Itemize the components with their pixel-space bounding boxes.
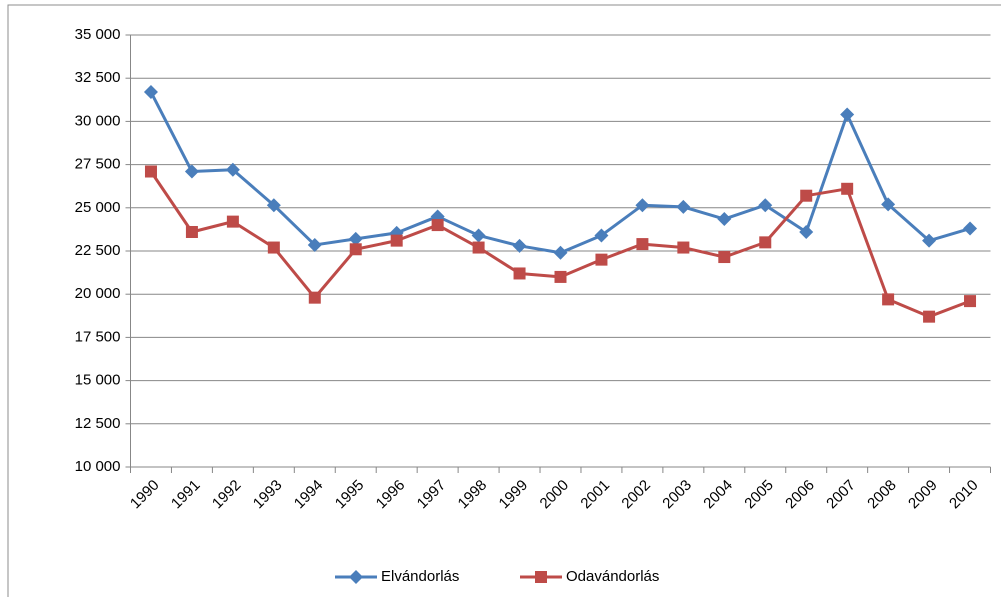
data-point xyxy=(267,241,280,254)
data-point xyxy=(594,228,609,243)
data-point xyxy=(881,197,896,212)
data-point xyxy=(758,198,773,213)
y-tick-label: 20 000 xyxy=(75,285,121,302)
legend-label: Elvándorlás xyxy=(381,568,459,585)
data-point xyxy=(882,293,895,306)
data-point xyxy=(266,198,281,213)
y-tick-label: 15 000 xyxy=(75,372,121,389)
data-point xyxy=(841,182,854,195)
data-point xyxy=(676,199,691,214)
data-point xyxy=(431,219,444,232)
data-point xyxy=(512,238,527,253)
data-point xyxy=(554,270,567,283)
y-tick-label: 10 000 xyxy=(75,458,121,475)
data-point xyxy=(553,245,568,260)
data-point xyxy=(964,295,977,308)
data-point xyxy=(677,241,690,254)
data-point xyxy=(144,165,157,178)
data-point xyxy=(759,236,772,249)
data-point xyxy=(799,224,814,239)
y-tick-label: 27 500 xyxy=(75,156,121,173)
data-point xyxy=(307,237,322,252)
data-point xyxy=(226,215,239,228)
data-point xyxy=(471,228,486,243)
data-point xyxy=(390,234,403,247)
data-point xyxy=(185,225,198,238)
data-point xyxy=(472,241,485,254)
y-tick-label: 32 500 xyxy=(75,69,121,86)
chart-frame xyxy=(7,4,1001,597)
data-point xyxy=(635,198,650,213)
data-point xyxy=(348,231,363,246)
data-point xyxy=(923,310,936,323)
data-point xyxy=(595,253,608,266)
legend-label: Odavándorlás xyxy=(566,568,659,585)
data-point xyxy=(718,251,731,264)
y-tick-label: 22 500 xyxy=(75,242,121,259)
data-point xyxy=(963,221,978,236)
y-tick-label: 30 000 xyxy=(75,112,121,129)
data-point xyxy=(308,291,321,304)
data-point xyxy=(636,238,649,251)
legend-marker xyxy=(349,570,363,584)
legend-marker xyxy=(535,571,547,583)
data-point xyxy=(143,85,158,100)
data-point xyxy=(840,107,855,122)
data-point xyxy=(717,212,732,227)
data-point xyxy=(800,189,813,202)
y-tick-label: 25 000 xyxy=(75,199,121,216)
data-point xyxy=(922,233,937,248)
data-point xyxy=(184,164,199,179)
y-tick-label: 12 500 xyxy=(75,415,121,432)
data-point xyxy=(513,267,526,280)
y-tick-label: 35 000 xyxy=(75,26,121,43)
data-point xyxy=(225,162,240,177)
data-point xyxy=(349,243,362,256)
y-tick-label: 17 500 xyxy=(75,328,121,345)
